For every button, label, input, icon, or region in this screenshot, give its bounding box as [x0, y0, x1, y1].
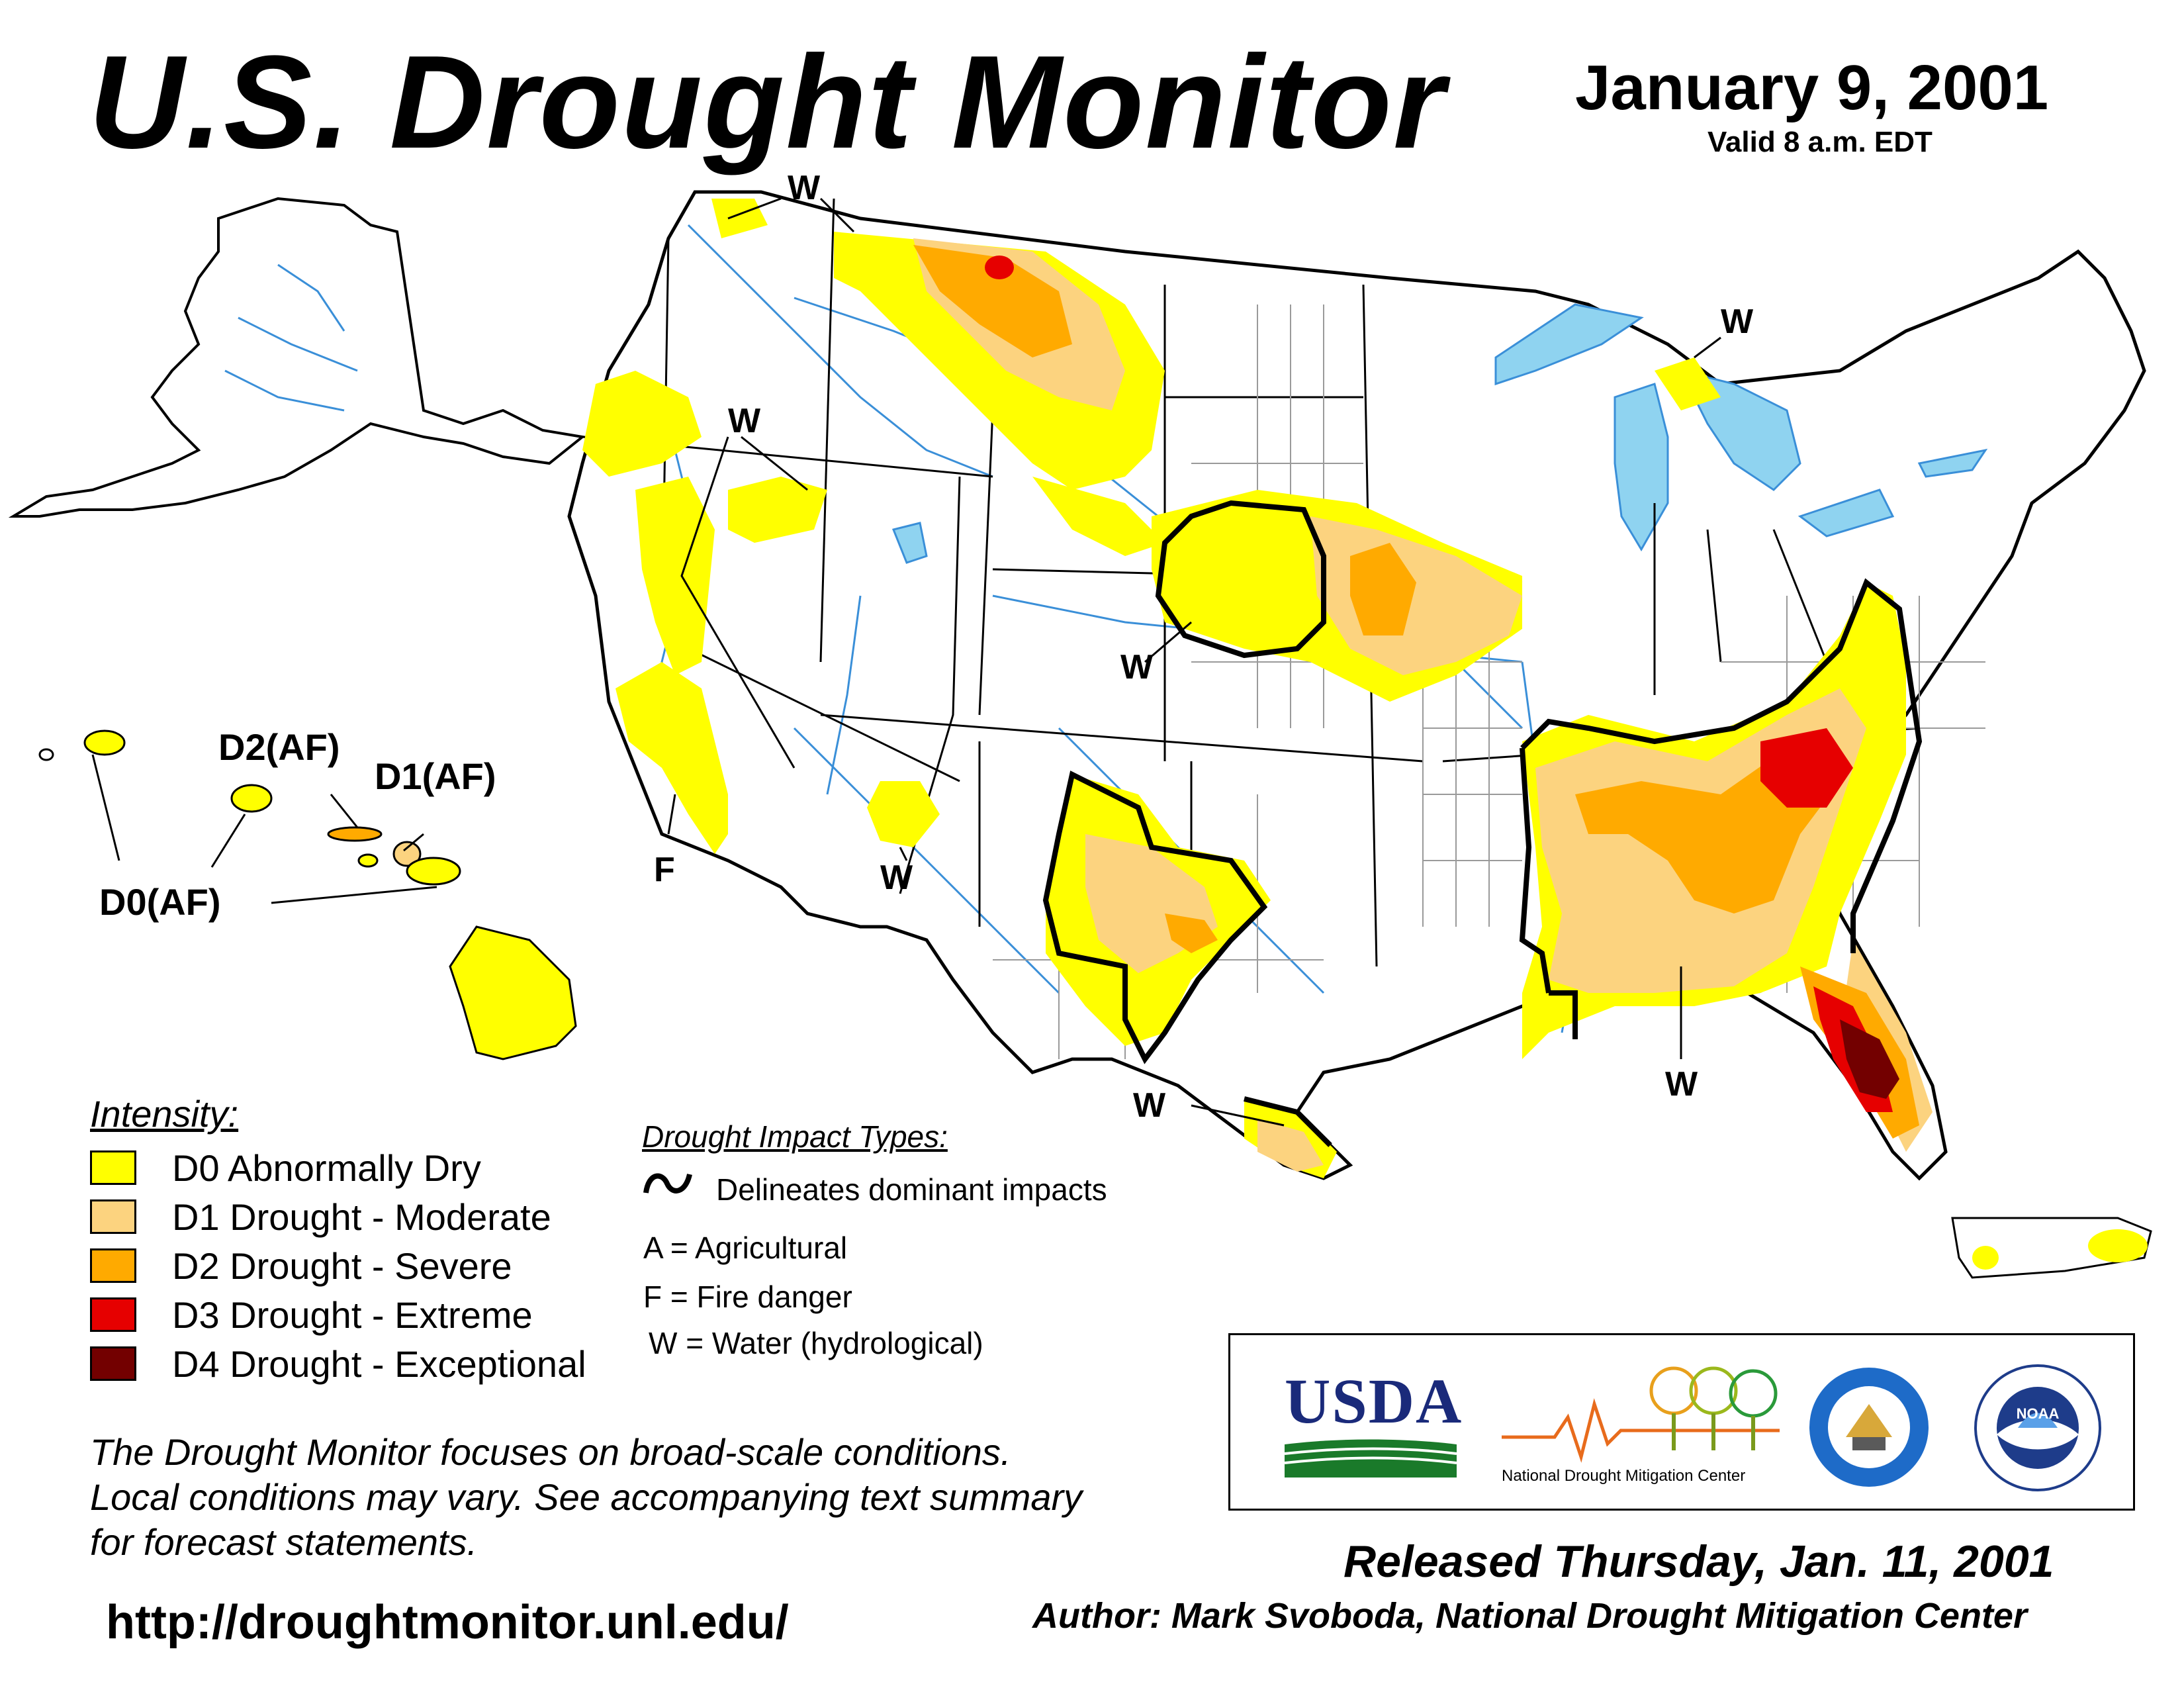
author-credit: Author: Mark Svoboda, National Drought M…	[1032, 1596, 2027, 1636]
impact-label-w-southeast: W	[1665, 1065, 1698, 1103]
impact-delineates: Delineates dominant impacts	[716, 1172, 1107, 1207]
usda-logo: USDA	[1284, 1364, 1463, 1481]
impact-label-w-nebraska: W	[1120, 648, 1154, 686]
legend-title: Intensity:	[90, 1093, 239, 1135]
ndmc-logo-text: National Drought Mitigation Center	[1502, 1467, 1746, 1485]
legend-item-d3: D3 Drought - Extreme	[90, 1293, 533, 1336]
note-line-2: Local conditions may vary. See accompany…	[90, 1476, 1083, 1518]
legend-label-d4: D4 Drought - Exceptional	[172, 1342, 586, 1385]
legend-swatch-d2	[90, 1248, 136, 1283]
hawaii-label-d1: D1(AF)	[375, 755, 496, 797]
legend-swatch-d3	[90, 1297, 136, 1332]
legend-swatch-d1	[90, 1199, 136, 1234]
hawaii-label-d0: D0(AF)	[99, 881, 221, 923]
d4-area	[1840, 1019, 1899, 1099]
valid-time: Valid 8 a.m. EDT	[1707, 126, 1933, 158]
impact-label-w-texas: W	[1133, 1086, 1166, 1125]
legend-item-d0: D0 Abnormally Dry	[90, 1147, 481, 1189]
legend-label-d0: D0 Abnormally Dry	[172, 1147, 481, 1189]
impact-label-w-oregon: W	[728, 402, 761, 440]
noaa-seal-text: NOAA	[2017, 1405, 2060, 1422]
usda-logo-graphic	[1284, 1439, 1457, 1477]
legend-swatch-d4	[90, 1346, 136, 1381]
impact-water: W = Water (hydrological)	[649, 1326, 983, 1360]
note-line-1: The Drought Monitor focuses on broad-sca…	[90, 1431, 1011, 1473]
impact-label-f-california: F	[654, 851, 675, 889]
impact-types-title: Drought Impact Types:	[642, 1119, 948, 1154]
disclaimer-note: The Drought Monitor focuses on broad-sca…	[90, 1430, 1082, 1565]
map-date: January 9, 2001	[1575, 52, 2049, 123]
legend-item-d4: D4 Drought - Exceptional	[90, 1342, 586, 1385]
ndmc-logo: National Drought Mitigation Center	[1502, 1364, 1780, 1490]
note-line-3: for forecast statements.	[90, 1521, 478, 1563]
ndmc-logo-graphic	[1502, 1366, 1780, 1463]
puerto-rico-d0-west	[1972, 1246, 1999, 1270]
hawaii	[38, 729, 577, 1060]
puerto-rico-d0	[2088, 1229, 2148, 1262]
legend-item-d1: D1 Drought - Moderate	[90, 1196, 551, 1238]
legend-label-d3: D3 Drought - Extreme	[172, 1293, 533, 1336]
doc-seal-logo	[1809, 1368, 1929, 1487]
impact-label-w-pnw: W	[788, 169, 821, 207]
release-date: Released Thursday, Jan. 11, 2001	[1343, 1536, 2054, 1587]
legend-item-d2: D2 Drought - Severe	[90, 1244, 512, 1287]
legend-label-d2: D2 Drought - Severe	[172, 1244, 512, 1287]
website-link[interactable]: http://droughtmonitor.unl.edu/	[106, 1596, 789, 1649]
hawaii-label-d2: D2(AF)	[218, 726, 340, 768]
usda-logo-text: USDA	[1285, 1366, 1463, 1436]
impact-line-icon	[643, 1173, 692, 1194]
impact-label-w-michigan: W	[1721, 303, 1754, 341]
alaska	[8, 197, 586, 518]
noaa-seal-logo: NOAA	[1974, 1364, 2101, 1491]
leader-lines	[91, 197, 1721, 1127]
map-title: U.S. Drought Monitor	[89, 28, 1446, 176]
legend-swatch-d0	[90, 1150, 136, 1185]
impact-agricultural: A = Agricultural	[643, 1231, 848, 1265]
logo-box: USDA National Drought Mitigation Center …	[1228, 1333, 2135, 1511]
legend-label-d1: D1 Drought - Moderate	[172, 1196, 551, 1238]
impact-label-w-arizona: W	[880, 859, 913, 897]
impact-outlines	[1042, 500, 1923, 1147]
impact-fire: F = Fire danger	[643, 1280, 852, 1314]
